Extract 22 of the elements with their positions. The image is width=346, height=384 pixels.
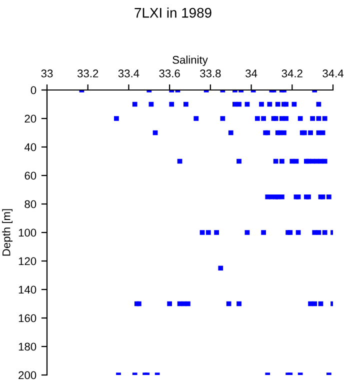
chart-title: 7LXI in 1989 <box>134 8 212 18</box>
y-tick-label: 200 <box>18 371 36 380</box>
x-axis-title: Salinity <box>172 56 208 66</box>
x-tick-label: 33.2 <box>77 70 98 78</box>
y-tick-label: 140 <box>18 286 36 294</box>
y-tick-label: 40 <box>24 143 36 152</box>
x-tick-label: 34.2 <box>282 70 302 78</box>
x-tick-label: 33.8 <box>200 70 221 78</box>
y-tick-label: 0 <box>30 86 36 94</box>
y-tick-label: 120 <box>18 257 36 266</box>
x-tick-label: 33.4 <box>118 70 140 78</box>
y-tick-label: 60 <box>24 172 36 180</box>
y-tick-label: 20 <box>24 114 36 123</box>
y-tick-label: 100 <box>18 228 36 237</box>
y-tick-label: 180 <box>18 342 36 351</box>
x-tick-label: 34 <box>246 70 258 78</box>
y-axis-title: Depth [m] <box>2 209 12 256</box>
y-tick-label: 80 <box>24 200 36 208</box>
x-tick-label: 34.4 <box>322 70 344 78</box>
x-tick-label: 33.6 <box>159 70 180 78</box>
x-tick-label: 33 <box>41 70 53 78</box>
y-tick-label: 160 <box>18 314 36 322</box>
